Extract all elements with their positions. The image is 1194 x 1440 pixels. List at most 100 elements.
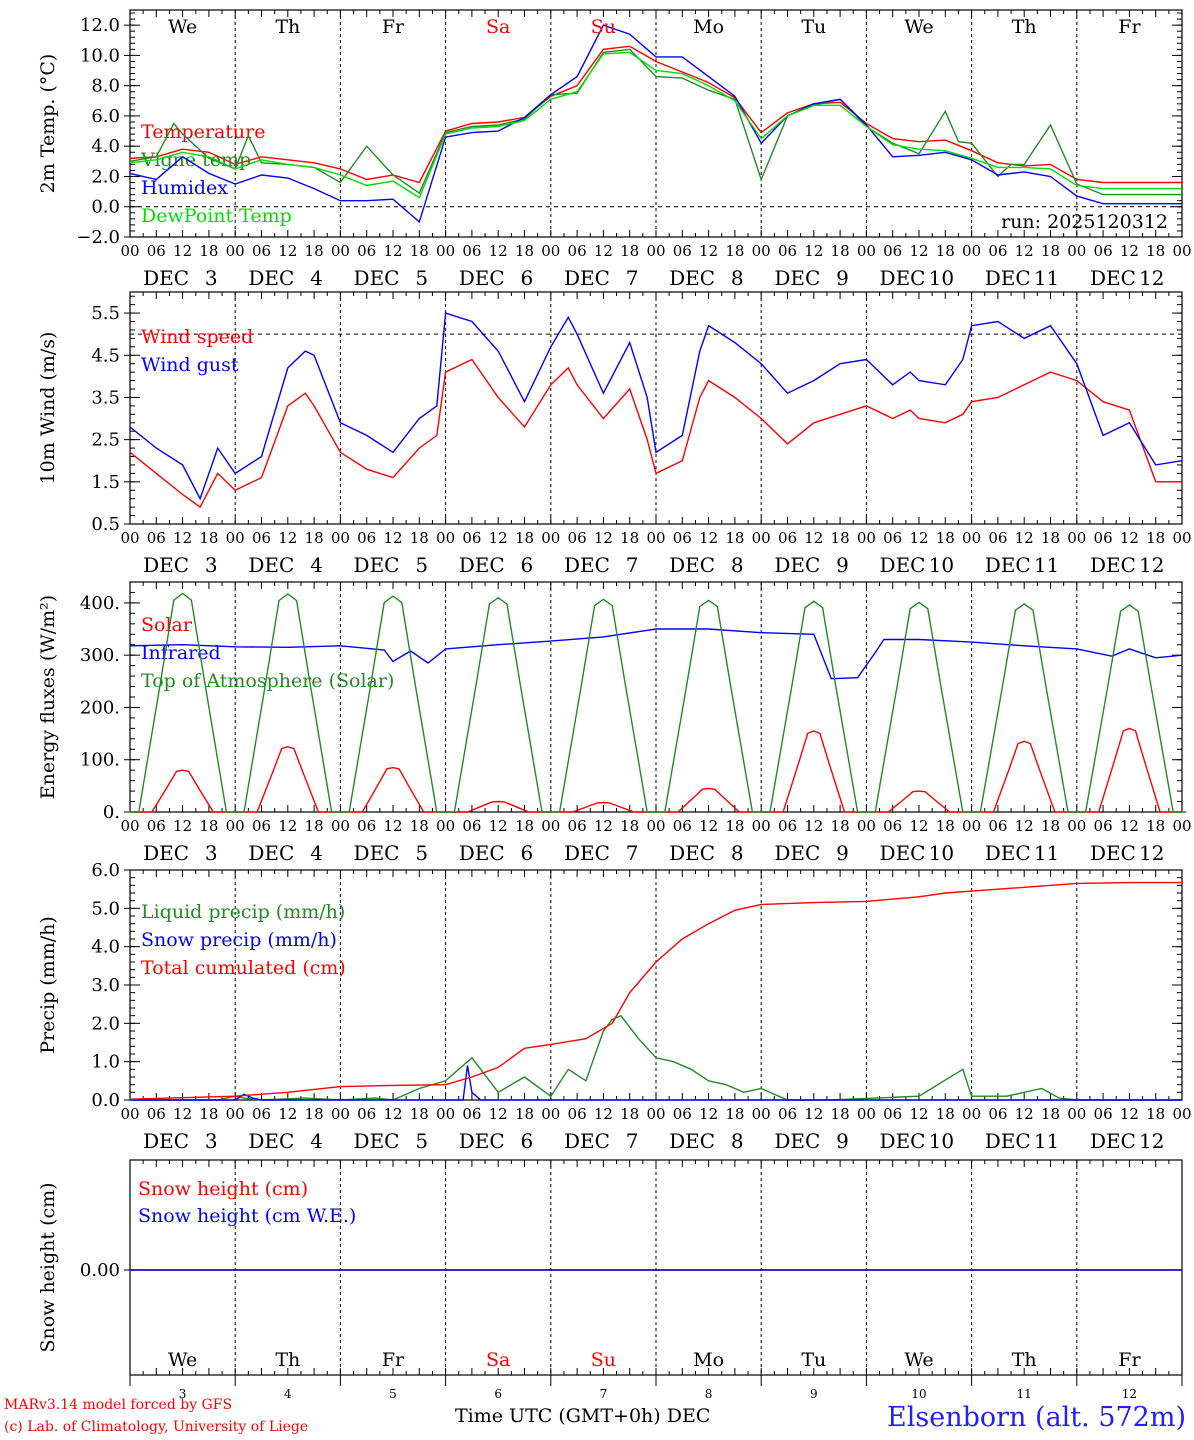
- date-month-label: DEC: [248, 553, 294, 577]
- hour-tick-label: 12: [699, 242, 718, 260]
- hour-tick-label: 18: [305, 242, 324, 260]
- legend-label: Total cumulated (cm): [141, 957, 346, 979]
- date-day-label: 10: [929, 841, 954, 865]
- date-day-label: 9: [836, 841, 849, 865]
- legend-label: Snow height (cm W.E.): [138, 1205, 356, 1227]
- date-month-label: DEC: [669, 266, 715, 290]
- date-month-label: DEC: [354, 1129, 400, 1153]
- hour-tick-label: 00: [541, 529, 560, 547]
- hour-tick-label: 12: [489, 817, 508, 835]
- date-day-label: 9: [836, 553, 849, 577]
- y-axis-label: 10m Wind (m/s): [37, 332, 59, 485]
- hour-tick-label: 12: [383, 242, 402, 260]
- hour-tick-label: 18: [1146, 242, 1165, 260]
- y-tick-label: 1.0: [91, 1052, 120, 1073]
- hour-tick-label: 18: [1146, 529, 1165, 547]
- day-name: We: [168, 16, 197, 38]
- y-tick-label: 1.5: [91, 472, 120, 493]
- date-day-label: 12: [1139, 266, 1164, 290]
- hour-tick-label: 06: [462, 529, 481, 547]
- date-month-label: DEC: [774, 553, 820, 577]
- day-name: Fr: [1118, 1349, 1141, 1371]
- series-line-humidex: [129, 24, 1182, 224]
- date-day-label: 10: [929, 553, 954, 577]
- y-tick-label: 6.0: [91, 860, 120, 881]
- hour-tick-label: 12: [594, 817, 613, 835]
- day-name: Fr: [382, 16, 405, 38]
- date-day-label: 3: [205, 553, 218, 577]
- series-line-snow-precip-mm-h-: [130, 1065, 1182, 1101]
- legend-label: Snow height (cm): [138, 1178, 308, 1200]
- day-number: 9: [810, 1387, 818, 1401]
- hour-tick-label: 06: [778, 529, 797, 547]
- y-tick-label: 2.0: [91, 166, 120, 187]
- hour-tick-label: 18: [515, 529, 534, 547]
- hour-tick-label: 06: [883, 242, 902, 260]
- hour-tick-label: 18: [725, 529, 744, 547]
- hour-tick-label: 00: [331, 242, 350, 260]
- date-month-label: DEC: [669, 841, 715, 865]
- hour-tick-label: 18: [1041, 242, 1060, 260]
- hour-tick-label: 00: [962, 817, 981, 835]
- hour-tick-label: 00: [857, 817, 876, 835]
- hour-tick-label: 00: [226, 242, 245, 260]
- hour-tick-label: 12: [804, 529, 823, 547]
- hour-tick-label: 06: [778, 242, 797, 260]
- hour-tick-label: 18: [831, 1105, 850, 1123]
- hour-tick-label: 18: [1041, 1105, 1060, 1123]
- date-day-label: 5: [415, 266, 428, 290]
- legend-label: Infrared: [141, 642, 221, 664]
- hour-tick-label: 00: [436, 1105, 455, 1123]
- day-name: Su: [591, 1349, 616, 1371]
- date-month-label: DEC: [774, 266, 820, 290]
- hour-tick-label: 00: [120, 529, 139, 547]
- hour-tick-label: 06: [1094, 242, 1113, 260]
- date-month-label: DEC: [248, 841, 294, 865]
- date-month-label: DEC: [354, 841, 400, 865]
- day-number: 3: [179, 1387, 187, 1401]
- panel-5: 0.00 Snow height (cm) Snow height (cm) Snow…: [37, 1159, 1183, 1401]
- hour-tick-label: 00: [752, 242, 771, 260]
- hour-tick-label: 18: [515, 1105, 534, 1123]
- hour-tick-label: 12: [594, 242, 613, 260]
- series-line-vigne-temp: [129, 48, 1182, 196]
- hour-tick-label: 12: [1120, 1105, 1139, 1123]
- hour-tick-label: 12: [489, 1105, 508, 1123]
- date-month-label: DEC: [774, 1129, 820, 1153]
- hour-tick-label: 18: [199, 529, 218, 547]
- hour-tick-label: 06: [568, 817, 587, 835]
- day-name: We: [904, 16, 933, 38]
- series-line-infrared: [129, 628, 1183, 680]
- series-line-top-of-atmosphere-solar-: [125, 592, 1187, 813]
- date-day-label: 6: [521, 553, 534, 577]
- date-day-label: 5: [415, 841, 428, 865]
- hour-tick-label: 12: [383, 817, 402, 835]
- date-day-label: 8: [731, 553, 744, 577]
- hour-tick-label: 18: [620, 529, 639, 547]
- hour-tick-label: 18: [515, 817, 534, 835]
- hour-tick-label: 12: [699, 529, 718, 547]
- hour-tick-label: 18: [199, 242, 218, 260]
- hour-tick-label: 12: [1015, 1105, 1034, 1123]
- hour-tick-label: 06: [1094, 1105, 1113, 1123]
- date-day-label: 12: [1139, 1129, 1164, 1153]
- day-number: 7: [600, 1387, 608, 1401]
- date-day-label: 4: [310, 266, 323, 290]
- y-tick-label: 4.0: [91, 937, 120, 958]
- day-number: 11: [1017, 1387, 1032, 1401]
- date-day-label: 3: [205, 841, 218, 865]
- hour-tick-label: 12: [804, 242, 823, 260]
- hour-tick-label: 12: [383, 1105, 402, 1123]
- hour-tick-label: 18: [936, 242, 955, 260]
- hour-tick-label: 00: [226, 817, 245, 835]
- date-month-label: DEC: [459, 841, 505, 865]
- hour-tick-label: 06: [462, 1105, 481, 1123]
- hour-tick-label: 12: [278, 529, 297, 547]
- hour-tick-label: 18: [620, 1105, 639, 1123]
- date-month-label: DEC: [669, 553, 715, 577]
- day-name: We: [904, 1349, 933, 1371]
- hour-tick-label: 00: [331, 1105, 350, 1123]
- hour-tick-label: 06: [988, 529, 1007, 547]
- hour-tick-label: 00: [962, 529, 981, 547]
- date-day-label: 3: [205, 266, 218, 290]
